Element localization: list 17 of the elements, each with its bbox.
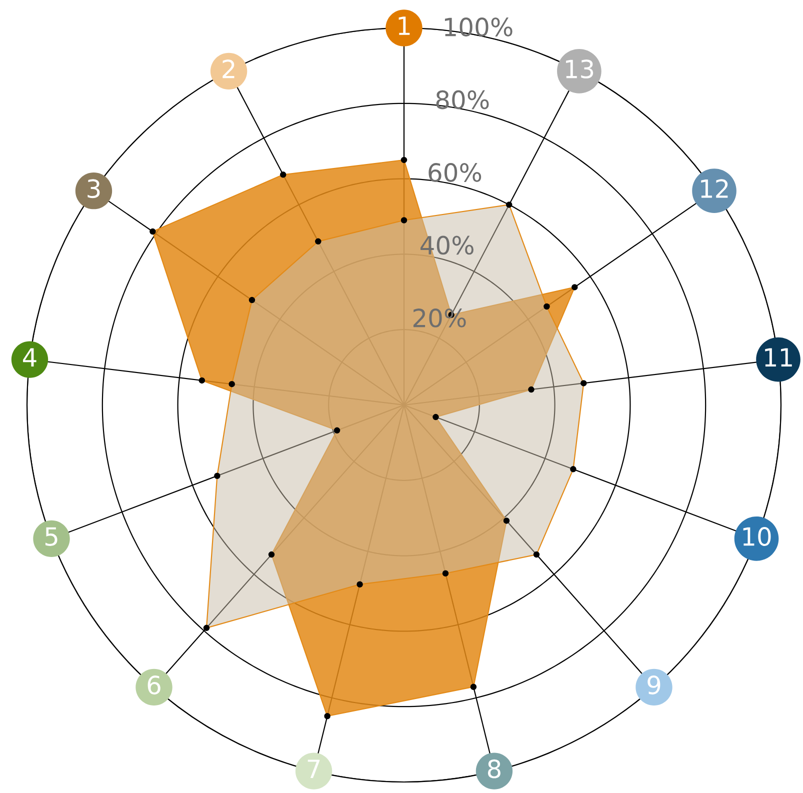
spoke-label: 10 <box>743 527 771 546</box>
spoke-label: 11 <box>765 348 792 366</box>
spoke-label: 12 <box>701 179 728 198</box>
y-tick-label: 80% <box>436 90 489 110</box>
spoke-label: 1 <box>398 16 410 35</box>
spoke-label: 2 <box>222 60 234 78</box>
spoke-label: 8 <box>488 759 500 778</box>
spoke-label: 4 <box>23 348 36 366</box>
y-tick-label: 20% <box>413 308 466 328</box>
y-tick-label: 60% <box>428 163 482 182</box>
spoke-label: 5 <box>45 527 58 546</box>
spoke-label: 13 <box>566 60 594 78</box>
spoke-label: 9 <box>648 676 660 694</box>
spoke-label: 7 <box>308 760 320 778</box>
spoke-label: 6 <box>148 676 160 694</box>
spoke-label: 3 <box>88 179 100 198</box>
y-tick-label: 100% <box>444 18 512 36</box>
